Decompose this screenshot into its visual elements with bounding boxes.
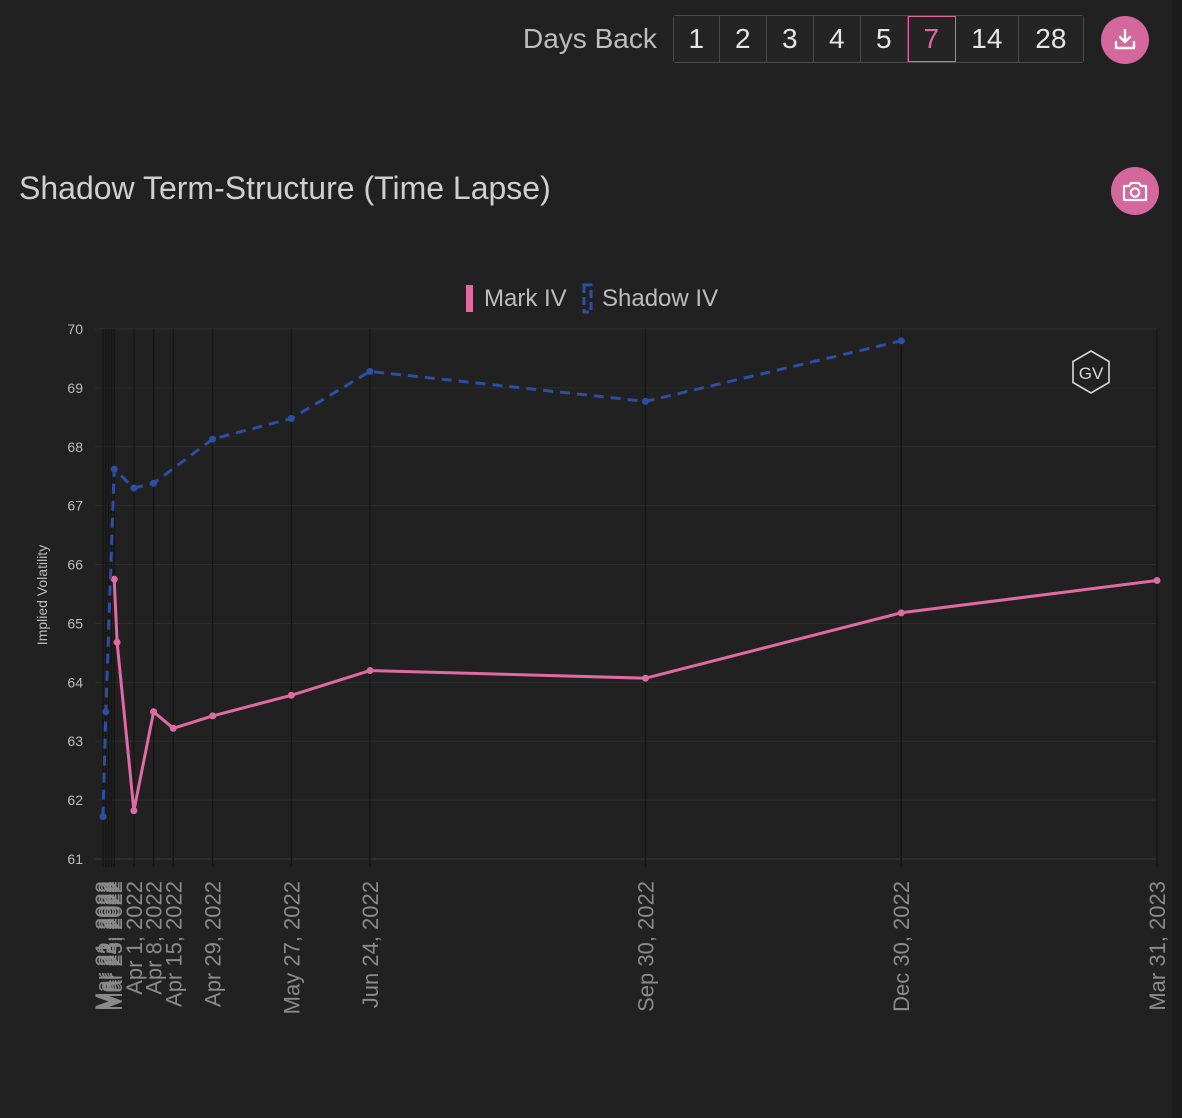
y-tick-label: 62 xyxy=(67,792,83,808)
series-point xyxy=(641,674,649,682)
download-button[interactable] xyxy=(1101,16,1149,64)
days-back-option-1[interactable]: 1 xyxy=(673,16,720,62)
days-back-option-7[interactable]: 7 xyxy=(907,16,956,62)
legend-label[interactable]: Mark IV xyxy=(484,285,567,312)
camera-icon xyxy=(1122,181,1148,202)
x-tick-label: Mar 25, 2022 xyxy=(102,881,127,1011)
legend-swatch[interactable] xyxy=(466,285,473,312)
x-tick-label: Dec 30, 2022 xyxy=(889,881,914,1012)
y-tick-label: 66 xyxy=(67,557,83,573)
x-tick-label: May 27, 2022 xyxy=(279,881,304,1014)
x-tick-label: Mar 23, 2022 xyxy=(97,881,122,1011)
series-point xyxy=(130,807,138,815)
x-tick-label: Apr 1, 2022 xyxy=(122,881,147,995)
days-back-option-3[interactable]: 3 xyxy=(766,16,814,62)
x-tick-label: Mar 31, 2023 xyxy=(1145,881,1170,1011)
y-tick-label: 63 xyxy=(67,733,83,749)
y-tick-label: 69 xyxy=(67,380,83,396)
series-point xyxy=(366,667,374,675)
days-back-option-28[interactable]: 28 xyxy=(1018,16,1083,62)
watermark-text: GV xyxy=(1079,364,1104,383)
x-tick-label: Sep 30, 2022 xyxy=(633,881,658,1012)
x-tick-label: Mar 22, 2022 xyxy=(94,881,119,1011)
series-point xyxy=(897,609,905,617)
x-tick-label: Apr 29, 2022 xyxy=(201,881,226,1007)
y-tick-label: 70 xyxy=(67,321,83,337)
series-point xyxy=(102,708,110,716)
days-back-option-5[interactable]: 5 xyxy=(860,16,908,62)
series-line xyxy=(112,579,1158,813)
series-point xyxy=(150,479,158,487)
y-tick-label: 65 xyxy=(67,615,83,631)
series-point xyxy=(897,337,905,345)
x-tick-label: Jun 24, 2022 xyxy=(358,881,383,1008)
y-tick-label: 68 xyxy=(67,439,83,455)
series-line xyxy=(101,339,902,817)
x-tick-label: Mar 24, 2022 xyxy=(99,881,124,1011)
chart-grid xyxy=(95,328,1158,867)
legend-label[interactable]: Shadow IV xyxy=(602,285,718,312)
days-back-option-14[interactable]: 14 xyxy=(955,16,1019,62)
y-axis-ticks: 61 62 63 64 65 66 67 68 69 70 xyxy=(67,321,83,867)
legend-swatch[interactable] xyxy=(582,283,593,314)
series-point xyxy=(287,691,295,699)
days-back-option-2[interactable]: 2 xyxy=(719,16,767,62)
watermark-logo: GV xyxy=(1072,350,1110,394)
days-back-label: Days Back xyxy=(523,23,657,54)
series-point xyxy=(110,575,118,583)
series-point xyxy=(130,484,138,492)
series-point xyxy=(1153,576,1161,584)
y-axis-label: Implied Volatility xyxy=(34,545,50,645)
days-back-toolbar: Days Back 1 2 3 4 5 7 14 28 xyxy=(523,15,1084,63)
series-point xyxy=(641,397,649,405)
chart-title: Shadow Term-Structure (Time Lapse) xyxy=(19,170,551,206)
x-tick-label: Mar 21, 2022 xyxy=(91,881,116,1011)
y-tick-label: 64 xyxy=(67,674,83,690)
series-point xyxy=(287,415,295,423)
x-tick-label: Apr 8, 2022 xyxy=(142,881,167,995)
series-point xyxy=(150,708,158,716)
days-back-option-4[interactable]: 4 xyxy=(813,16,861,62)
scrollbar[interactable] xyxy=(1172,0,1182,1118)
hexagon-icon xyxy=(1072,350,1110,394)
series-point xyxy=(209,435,217,443)
y-tick-label: 67 xyxy=(67,498,83,514)
download-icon xyxy=(1114,28,1136,50)
series-point xyxy=(366,367,374,375)
days-back-button-group: 1 2 3 4 5 7 14 28 xyxy=(672,15,1084,63)
chart-series xyxy=(99,337,1161,821)
series-point xyxy=(110,465,118,473)
screenshot-button[interactable] xyxy=(1111,167,1159,215)
series-point xyxy=(113,638,121,646)
series-point xyxy=(99,813,107,821)
series-point xyxy=(169,724,177,732)
x-tick-label: Apr 15, 2022 xyxy=(161,881,186,1007)
y-tick-label: 61 xyxy=(67,851,83,867)
series-point xyxy=(209,712,217,720)
chart-legend[interactable]: Mark IV Shadow IV xyxy=(466,283,718,314)
